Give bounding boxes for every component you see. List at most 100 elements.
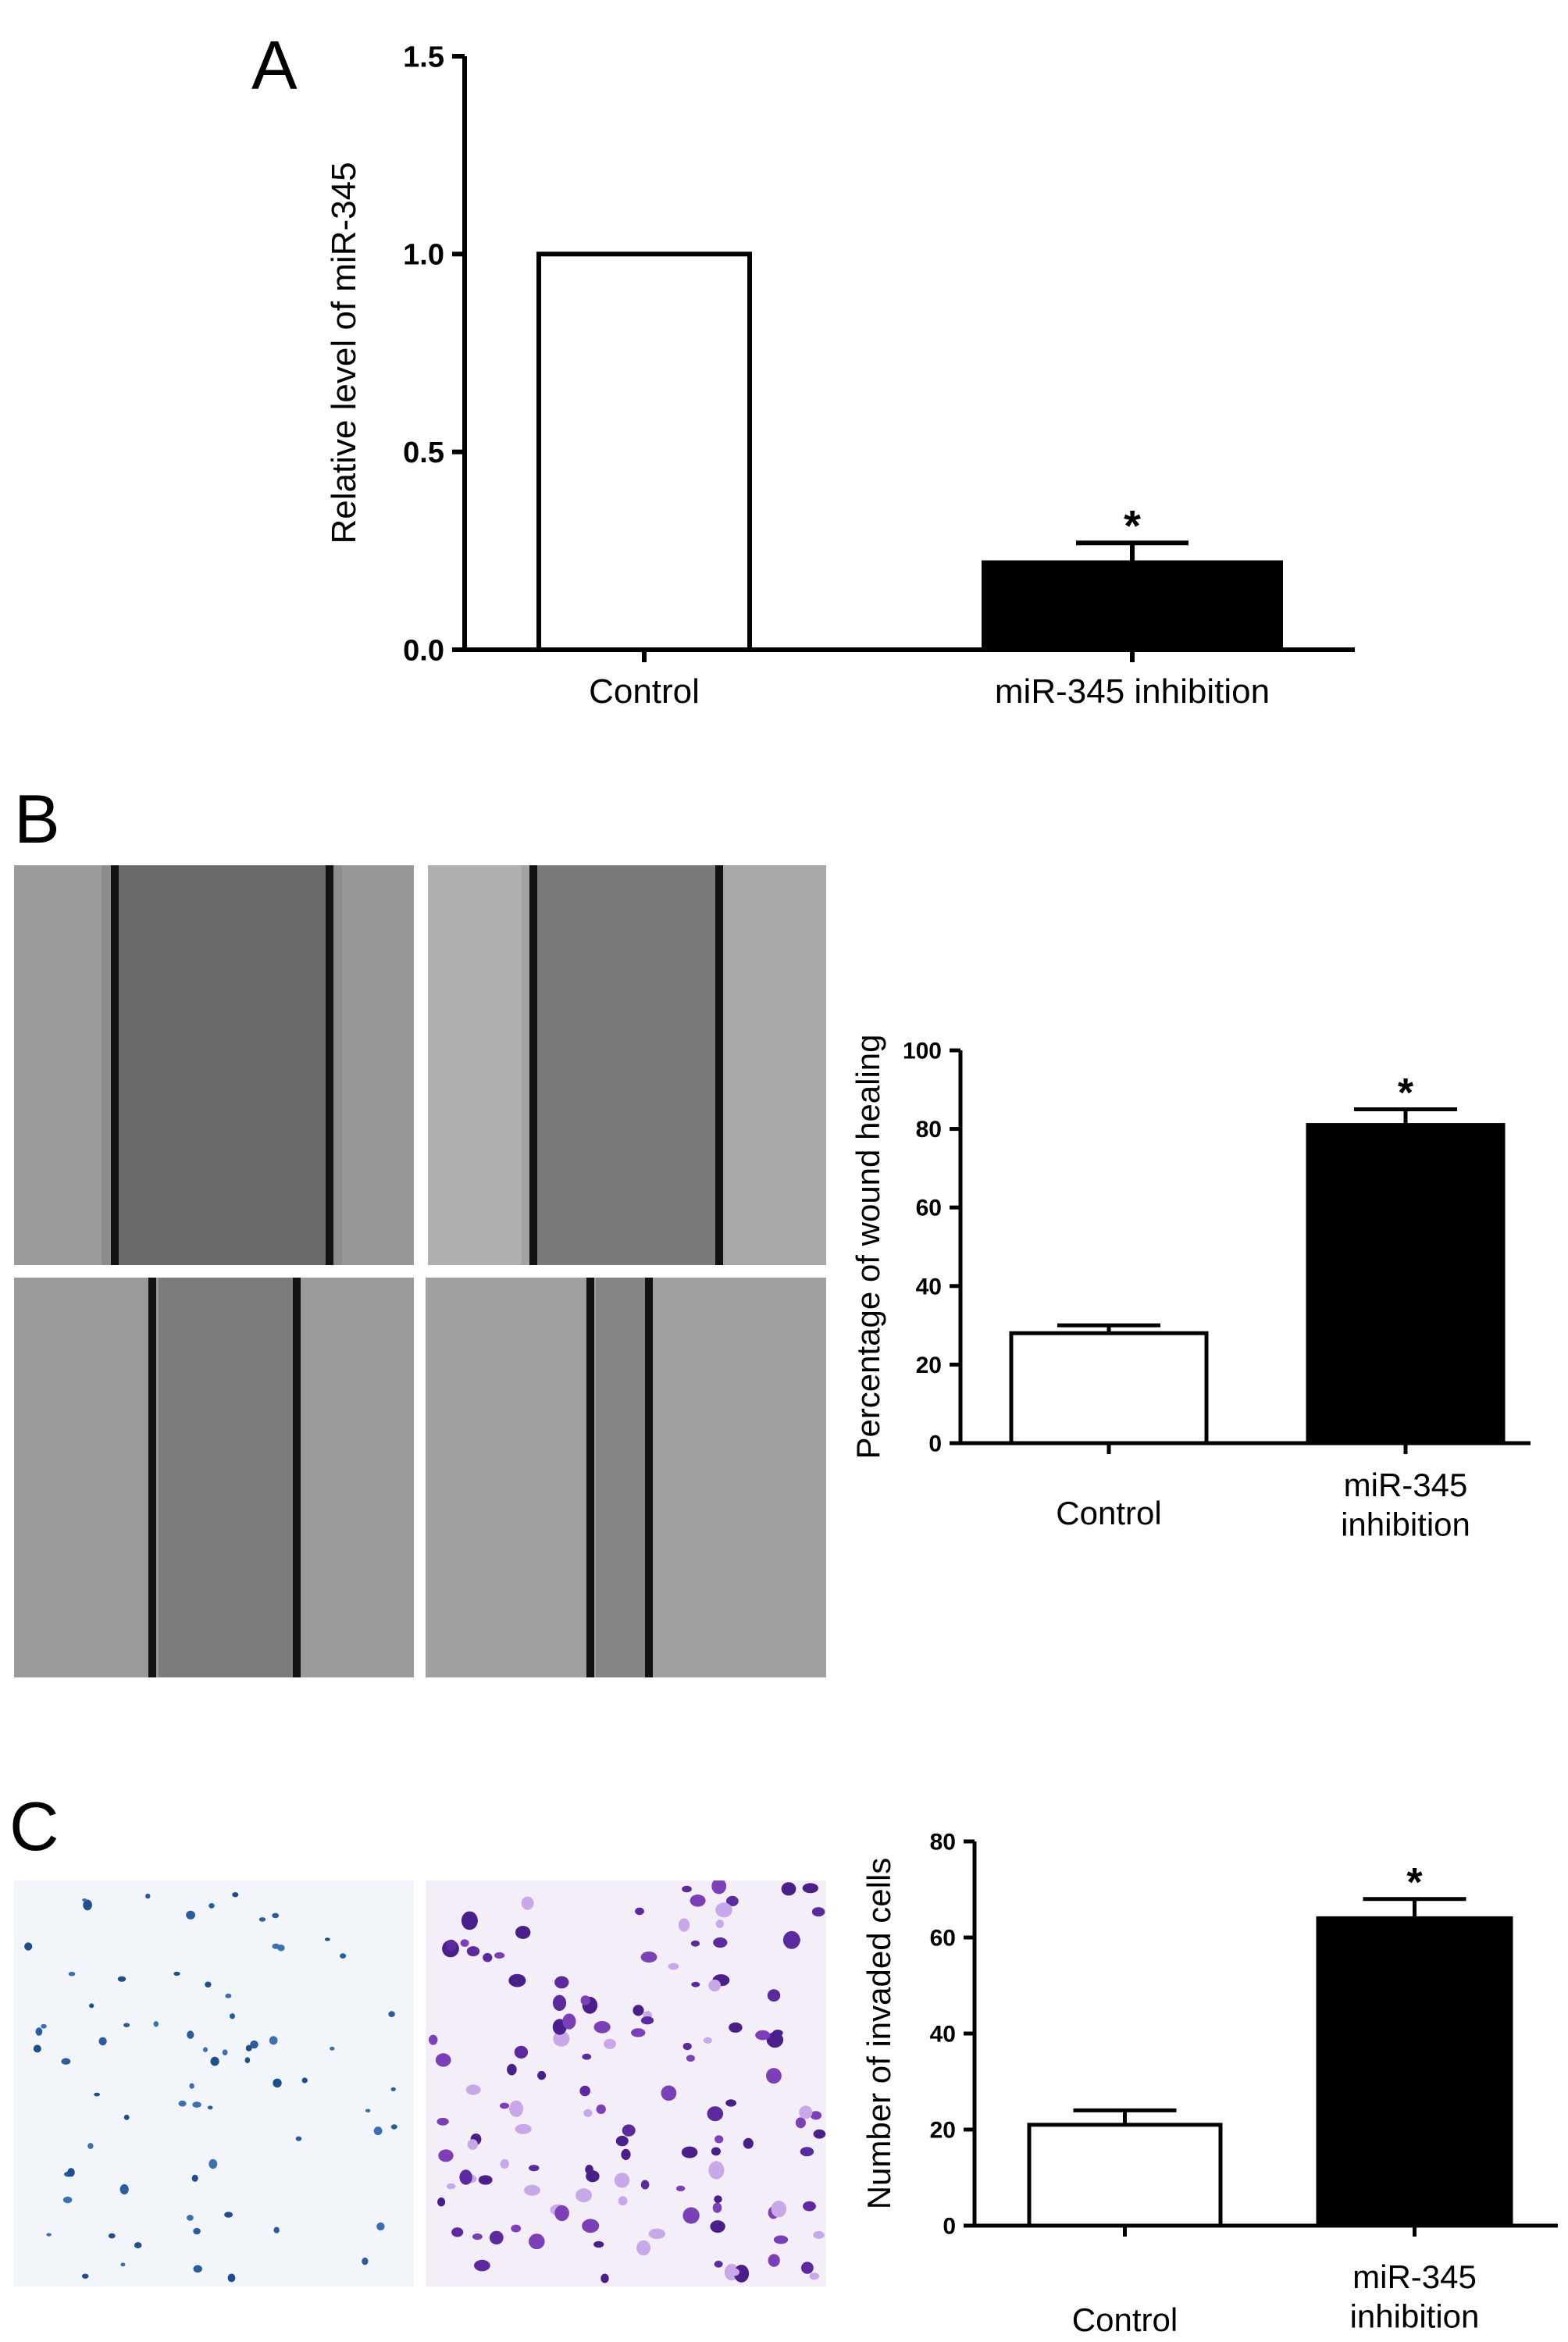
- cell-dot: [483, 1952, 493, 1962]
- significance-marker: *: [1124, 501, 1141, 550]
- cell-dot: [631, 2028, 646, 2037]
- cell-dot: [390, 2124, 397, 2130]
- chart-c-group: 0 20 40 60 80 Number of invaded cells Control *…: [861, 1830, 1558, 2338]
- y-tick-label: 20: [930, 2118, 956, 2144]
- cell-dot: [87, 2143, 94, 2149]
- cell-dot: [272, 1912, 280, 1919]
- cell-dot: [803, 2201, 816, 2212]
- cell-dot: [362, 2257, 369, 2265]
- cell-dot: [205, 1981, 212, 1988]
- cell-dot: [813, 2230, 825, 2239]
- y-tick-label: 0: [928, 1431, 942, 1457]
- y-axis-label: Percentage of wound healing: [850, 1034, 886, 1459]
- cell-dot: [82, 1898, 87, 1902]
- cell-dot: [621, 2148, 631, 2160]
- cell-dot: [208, 1903, 215, 1909]
- cell-dot: [773, 2235, 789, 2244]
- bar-control: [536, 251, 752, 652]
- cell-dot: [682, 2042, 692, 2051]
- wound-image-inhibition-24h: [426, 1278, 826, 1677]
- cell-dot: [437, 2197, 446, 2207]
- cell-dot: [633, 2005, 644, 2016]
- y-tick-label: 40: [930, 2022, 956, 2048]
- y-tick-label: 0: [943, 2214, 956, 2240]
- significance-marker: *: [1406, 1860, 1423, 1905]
- cell-dot: [675, 2185, 686, 2192]
- cell-dot: [451, 2227, 464, 2237]
- cell-dot: [726, 1895, 739, 1906]
- bar-inhibition: [1306, 1123, 1506, 1445]
- category-label: inhibition: [1341, 1506, 1470, 1542]
- cell-dot: [802, 1883, 818, 1894]
- cell-dot: [514, 2045, 529, 2059]
- cell-dot: [636, 2240, 651, 2256]
- cell-dot: [224, 2212, 233, 2218]
- cell-dot: [123, 2023, 130, 2027]
- cell-dot: [712, 2202, 722, 2213]
- cell-dot: [768, 2254, 780, 2267]
- cell-dot: [711, 2147, 721, 2156]
- cell-dot: [494, 1952, 505, 1959]
- cell-dot: [554, 2205, 569, 2222]
- cell-dot: [766, 2068, 782, 2084]
- cell-dot: [227, 2273, 236, 2283]
- bar-control: [1027, 2123, 1223, 2228]
- cell-dot: [580, 1995, 590, 2005]
- cell-dot: [729, 2022, 743, 2033]
- cell-dot: [301, 2077, 308, 2084]
- category-label: Control: [1056, 1495, 1161, 1531]
- bar-control: [1009, 1331, 1209, 1445]
- cell-dot: [508, 1973, 526, 1987]
- cell-dot: [210, 2056, 219, 2066]
- cell-dot: [593, 2240, 604, 2248]
- cell-dot: [461, 1911, 478, 1930]
- significance-marker: *: [1398, 1071, 1414, 1116]
- cell-dot: [529, 2165, 540, 2172]
- cell-dot: [715, 2135, 724, 2144]
- cell-dot: [460, 1939, 469, 1947]
- cell-dot: [390, 2087, 396, 2091]
- cell-dot: [781, 1882, 796, 1896]
- cell-dot: [586, 2170, 600, 2183]
- cell-dot: [730, 2268, 739, 2276]
- cell-dot: [438, 2149, 454, 2162]
- cell-dot: [690, 1940, 700, 1947]
- y-tick-label: 40: [916, 1274, 942, 1299]
- cell-dot: [192, 2101, 201, 2108]
- cell-dot: [203, 2047, 208, 2052]
- category-label: Control: [589, 672, 700, 711]
- cell-dot: [553, 2030, 570, 2047]
- cell-dot: [24, 1942, 33, 1951]
- cell-dot: [582, 2053, 592, 2060]
- cell-dot: [622, 2124, 636, 2137]
- cell-dot: [467, 2139, 478, 2150]
- cell-dot: [232, 1892, 239, 1898]
- cell-dot: [811, 1907, 825, 1917]
- cell-dot: [810, 2111, 822, 2120]
- cell-dot: [579, 2085, 590, 2097]
- cell-dot: [686, 2055, 695, 2062]
- cell-dot: [207, 2105, 213, 2110]
- cell-dot: [708, 2161, 725, 2180]
- cell-dot: [187, 2030, 194, 2039]
- cell-dot: [373, 2126, 383, 2136]
- cell-dot: [668, 1962, 679, 1970]
- cell-dot: [33, 2044, 41, 2053]
- cell-dot: [801, 2262, 814, 2274]
- y-tick-label: 60: [916, 1196, 942, 1221]
- cell-dot: [108, 2233, 116, 2239]
- cell-dot: [81, 2273, 89, 2279]
- cell-dot: [600, 2273, 609, 2283]
- y-tick-label: 80: [930, 1830, 956, 1855]
- cell-dot: [459, 2169, 472, 2185]
- cell-dot: [340, 1953, 347, 1959]
- cell-dot: [365, 2109, 371, 2113]
- cell-dot: [509, 2100, 524, 2117]
- cell-dot: [618, 2196, 628, 2206]
- cell-dot: [552, 1994, 567, 2011]
- cell-dot: [193, 2227, 201, 2235]
- cell-dot: [678, 1918, 690, 1932]
- cell-dot: [529, 2233, 545, 2250]
- cell-dot: [604, 2038, 616, 2049]
- cell-dot: [273, 2226, 280, 2233]
